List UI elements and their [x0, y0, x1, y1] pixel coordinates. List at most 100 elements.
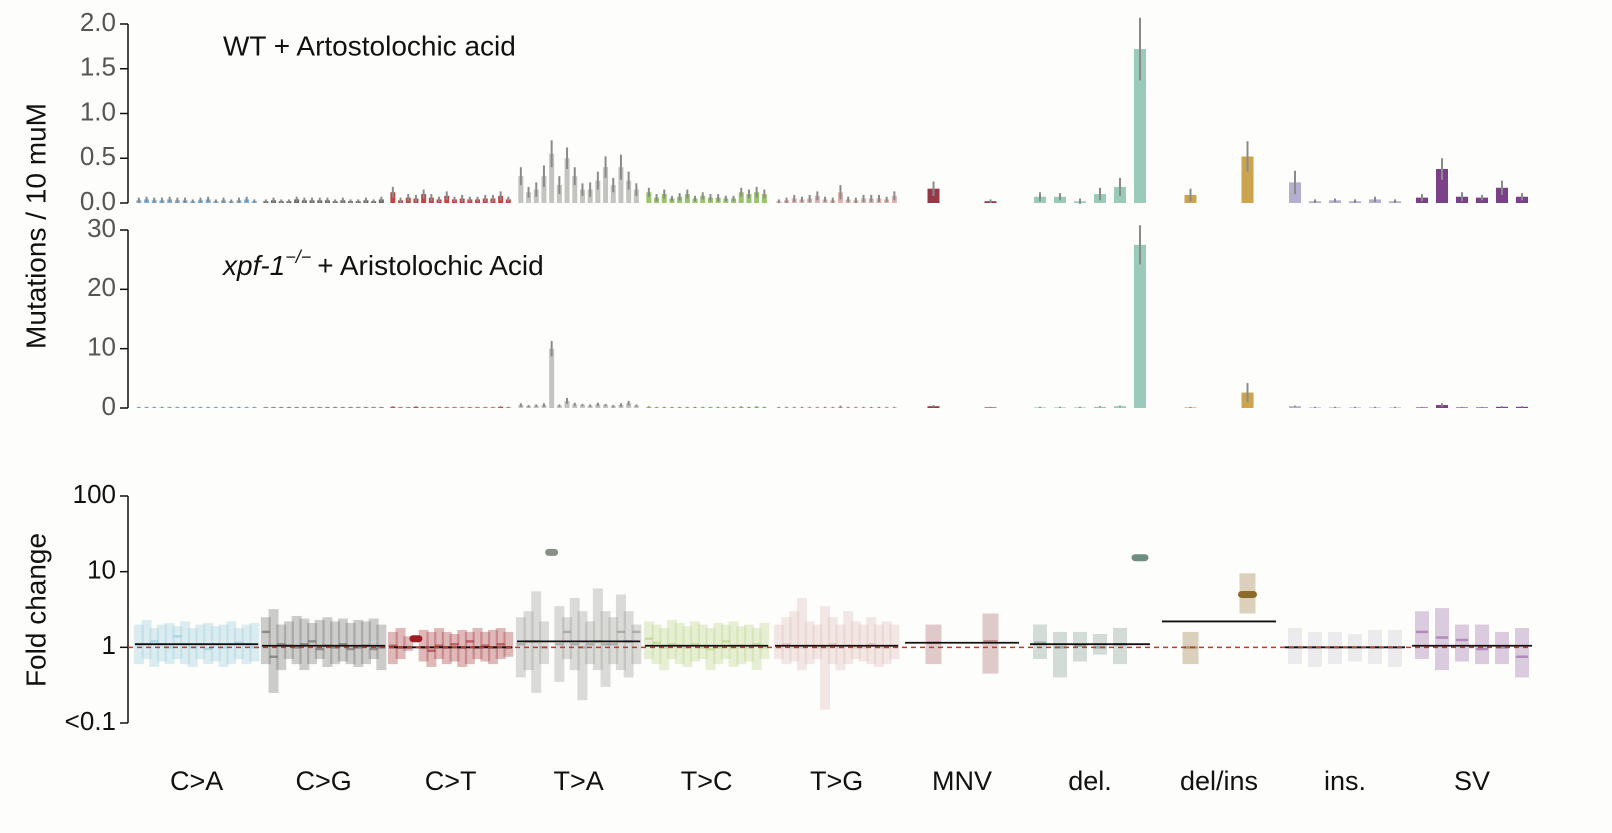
interval-box — [1475, 624, 1489, 665]
bar — [646, 192, 652, 203]
interval-box — [843, 611, 854, 665]
group-label: ins. — [1324, 766, 1366, 796]
group-label: C>T — [425, 766, 477, 796]
bar — [633, 189, 639, 203]
bar — [1114, 406, 1126, 408]
bar — [1436, 168, 1448, 203]
y-tick-label: 1 — [102, 630, 116, 660]
group-label: SV — [1454, 766, 1490, 796]
y-axis-label: Fold change — [20, 533, 51, 687]
interval-box — [515, 617, 526, 678]
bar — [1241, 156, 1254, 203]
interval-box — [1435, 608, 1449, 671]
y-tick-label: 100 — [73, 479, 116, 509]
interval-box — [1308, 631, 1322, 667]
bar — [618, 167, 624, 203]
interval-box — [643, 621, 654, 660]
bar — [572, 176, 578, 203]
y-axis-label: Mutations / 10 muM — [20, 103, 51, 349]
y-tick-label: 20 — [87, 272, 116, 302]
interval-box — [260, 617, 271, 665]
interval-box — [827, 617, 838, 665]
interval-box — [307, 622, 318, 665]
interval-box — [690, 621, 701, 662]
interval-box — [889, 624, 900, 660]
interval-box — [728, 621, 739, 667]
interval-box — [291, 615, 302, 665]
interval-box — [585, 621, 596, 665]
panel-title: WT + Artostolochic acid — [223, 30, 516, 61]
y-tick-label: 10 — [87, 332, 116, 362]
interval-box — [149, 628, 160, 667]
interval-box — [789, 611, 800, 662]
interval-box — [577, 611, 588, 701]
interval-box — [759, 622, 770, 660]
group-label: MNV — [932, 766, 992, 796]
y-tick-label: 1.0 — [80, 96, 116, 126]
group-label: del. — [1068, 766, 1112, 796]
bar — [1289, 406, 1301, 408]
interval-box — [781, 617, 792, 665]
y-tick-label: 30 — [87, 213, 116, 243]
interval-box — [395, 628, 406, 660]
bar — [603, 167, 609, 203]
bar — [1134, 244, 1146, 408]
bar — [1496, 187, 1508, 203]
interval-box — [925, 624, 942, 665]
interval-box — [751, 628, 762, 671]
y-tick-label: <0.1 — [65, 706, 116, 736]
treatment: + Aristolochic Acid — [317, 250, 543, 281]
interval-box — [218, 624, 229, 667]
bar — [603, 405, 609, 408]
panel-title: xpf-1−/− + Aristolochic Acid — [221, 247, 544, 282]
interval-box — [1515, 628, 1529, 678]
bar — [587, 405, 593, 408]
interval-box — [623, 611, 634, 678]
interval-box — [569, 597, 580, 671]
interval-box — [368, 618, 379, 660]
interval-box — [651, 624, 662, 665]
bar — [579, 189, 585, 203]
bar — [738, 192, 744, 203]
interval-box — [600, 611, 611, 687]
interval-box — [426, 631, 437, 667]
interval-box — [538, 621, 549, 665]
interval-box — [353, 619, 364, 667]
interval-box — [743, 624, 754, 662]
group-label: C>G — [295, 766, 351, 796]
genotype: −/− — [285, 247, 311, 267]
interval-box — [360, 621, 371, 665]
y-tick-label: 0.5 — [80, 141, 116, 171]
interval-box — [345, 622, 356, 665]
bar — [549, 153, 555, 203]
interval-box — [1415, 611, 1429, 660]
bar — [549, 348, 555, 408]
interval-box — [418, 629, 429, 662]
interval-box — [713, 622, 724, 665]
interval-box — [858, 624, 869, 662]
interval-box — [283, 621, 294, 660]
interval-box — [1455, 624, 1469, 662]
interval-box — [659, 628, 670, 671]
bar — [564, 158, 570, 203]
gene: xpf-1 — [221, 250, 285, 281]
interval-box — [503, 631, 514, 657]
interval-box — [322, 617, 333, 667]
bar — [564, 400, 570, 408]
interval-box — [195, 624, 206, 660]
bar — [595, 180, 601, 203]
interval-box — [1113, 628, 1127, 665]
interval-box — [1053, 631, 1067, 678]
interval-box — [804, 621, 815, 665]
bar — [579, 405, 585, 408]
bar — [626, 180, 632, 203]
group-label: T>C — [681, 766, 733, 796]
bar — [610, 185, 616, 203]
interval-box — [141, 619, 152, 660]
interval-box — [697, 624, 708, 660]
interval-box — [820, 606, 831, 710]
interval-box — [592, 588, 603, 671]
bar — [533, 405, 539, 408]
group-label: del/ins — [1180, 766, 1258, 796]
